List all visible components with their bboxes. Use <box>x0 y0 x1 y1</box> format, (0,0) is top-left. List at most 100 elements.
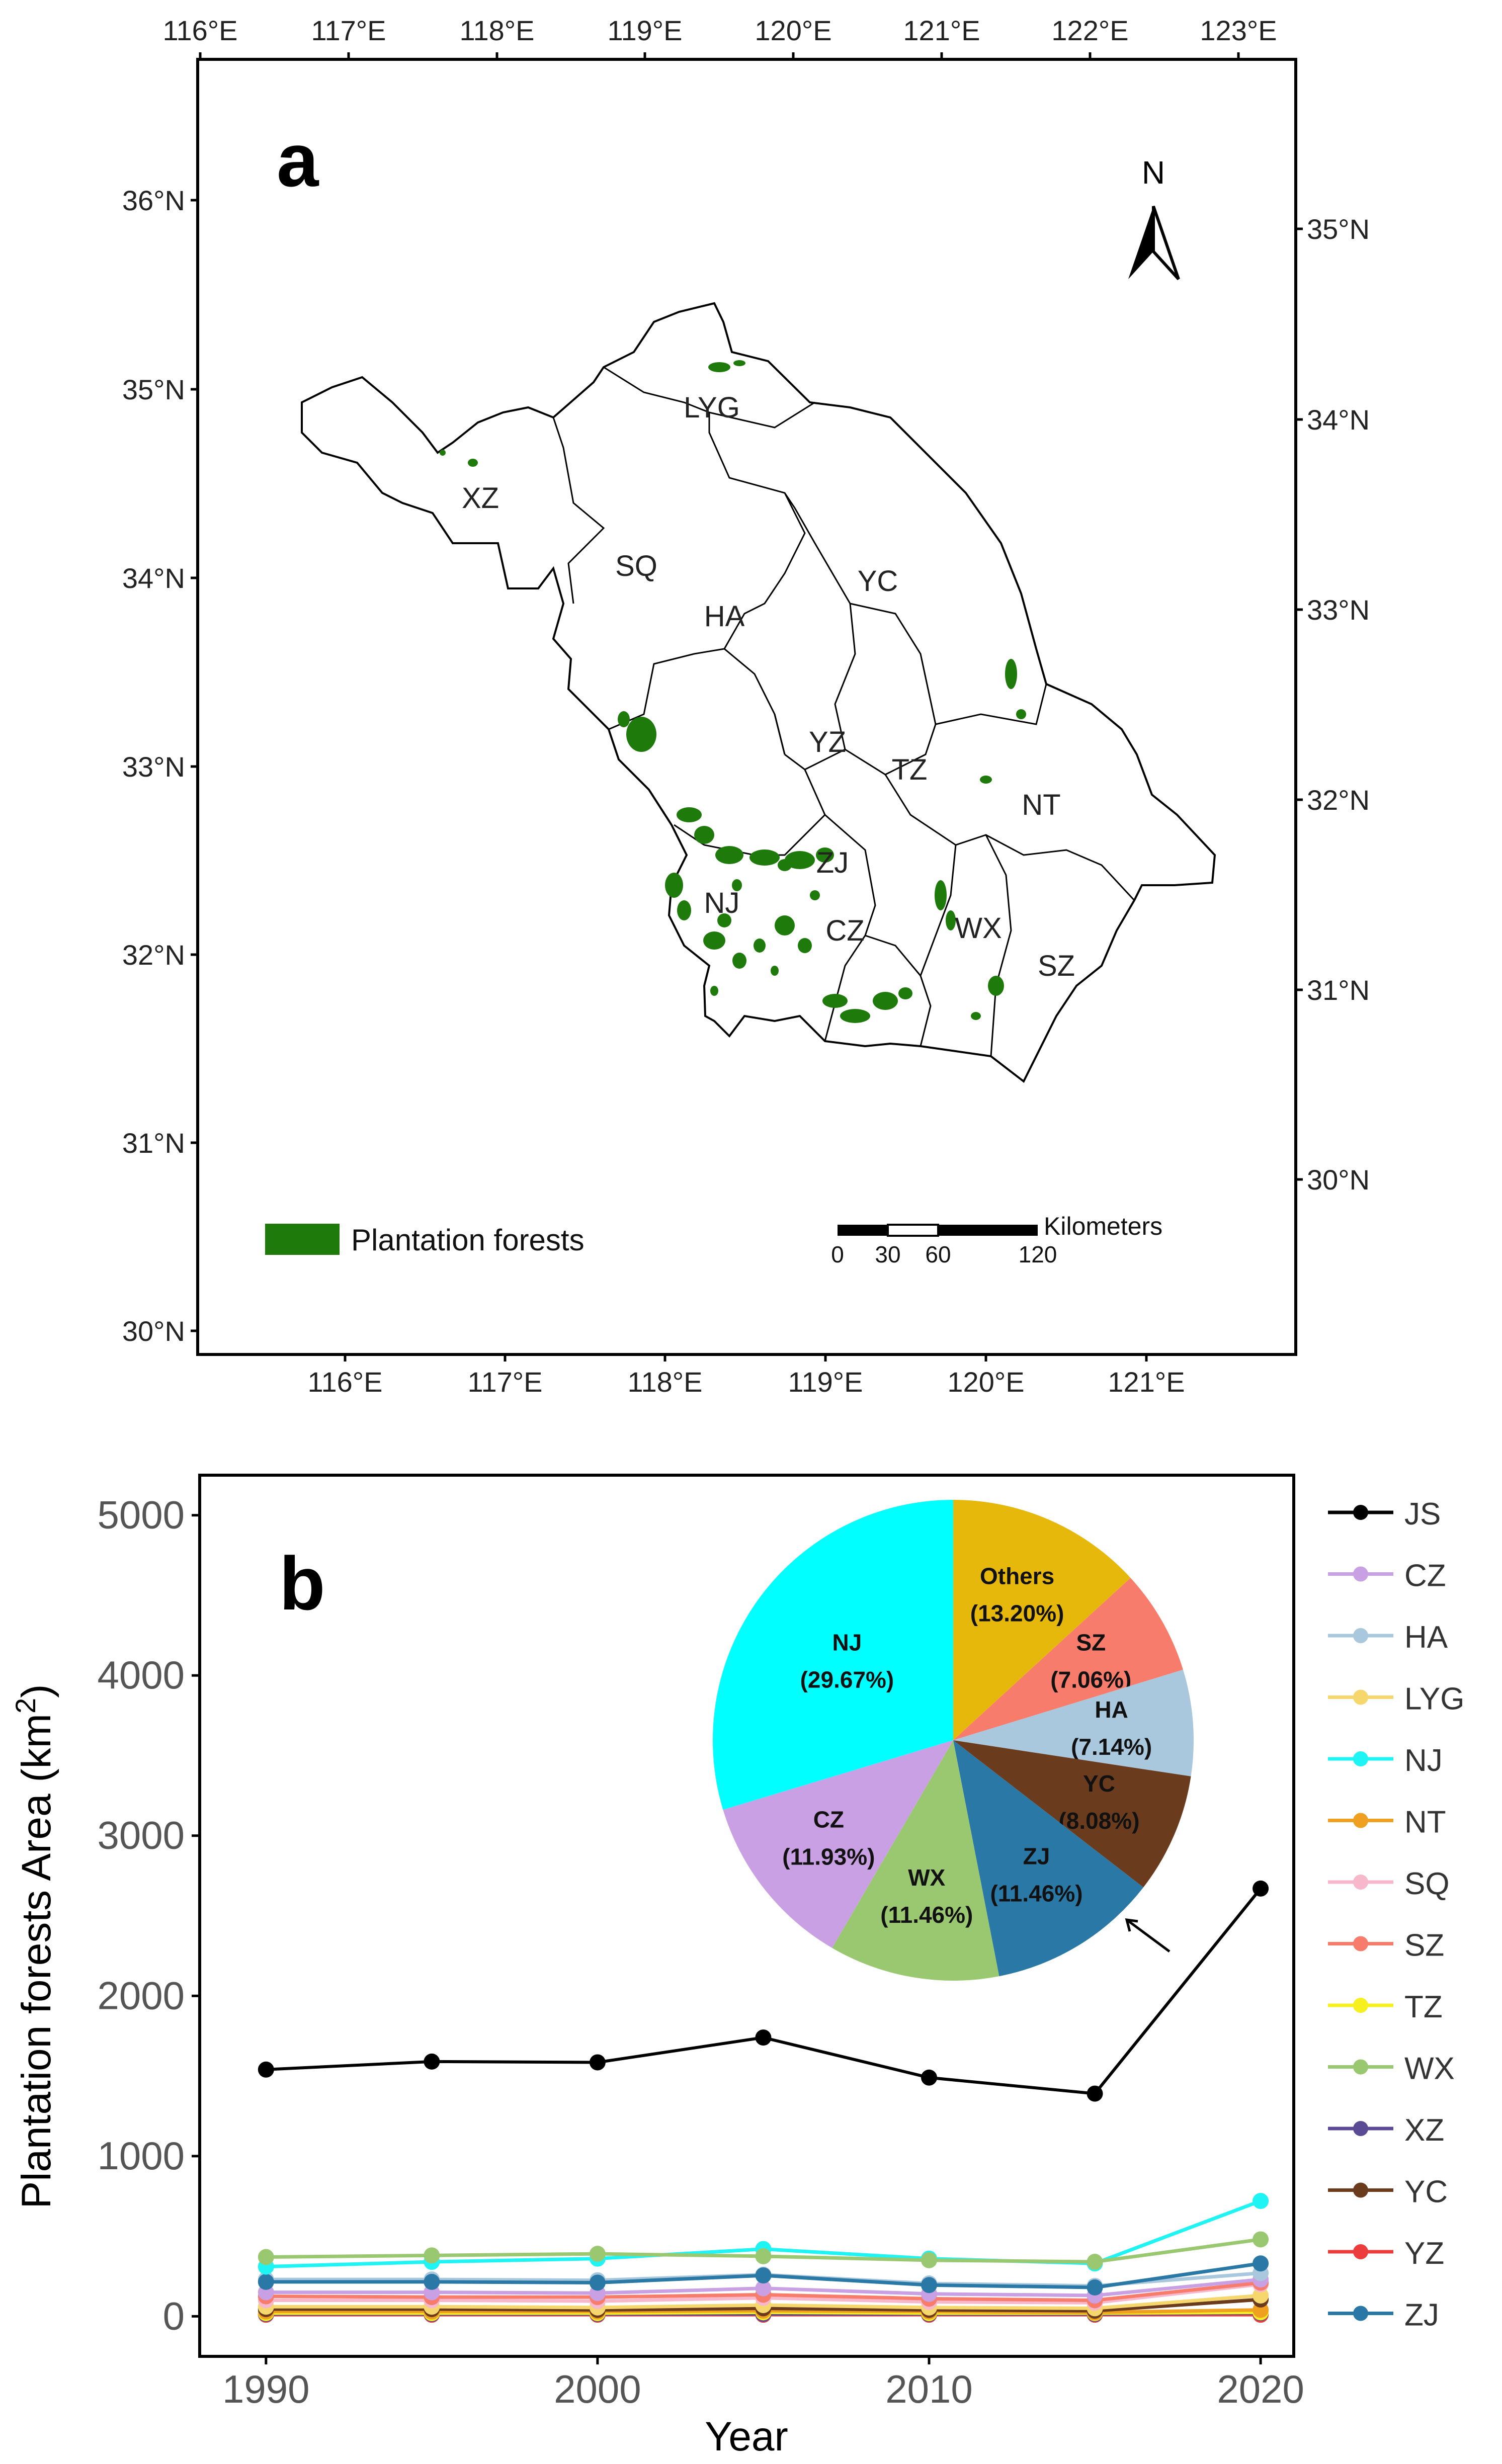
pie-slice-ha <box>953 1669 1194 1776</box>
north-label: N <box>1142 154 1165 191</box>
y-tick-label: 4000 <box>97 1653 185 1697</box>
legend-marker <box>1353 1628 1368 1643</box>
data-point <box>755 2280 772 2297</box>
map-bottom-axis <box>344 1354 1148 1362</box>
panel-b-chart: b 0 1000 2000 3000 4000 5000 1990 2000 2010 2020… <box>10 1474 1304 2459</box>
pie-value-label: (8.08%) <box>1058 1808 1139 1834</box>
map-bottom-tick: 118°E <box>627 1366 702 1398</box>
pie-value-label: (7.06%) <box>1050 1666 1131 1692</box>
legend-item-cz: CZ <box>1328 1559 1446 1593</box>
data-point <box>1253 2193 1269 2210</box>
y-axis-label-text: Plantation forests Area (km <box>14 1714 59 2208</box>
data-point <box>755 2029 772 2046</box>
scale-unit: Kilometers <box>1044 1212 1162 1240</box>
legend-label: SQ <box>1404 1866 1450 1901</box>
scale-tick: 30 <box>875 1241 900 1267</box>
pie-value-label: (29.67%) <box>800 1666 894 1692</box>
map-left-tick: 32°N <box>122 939 185 971</box>
pie-value-label: (11.46%) <box>880 1902 973 1928</box>
legend-marker <box>1353 2244 1368 2259</box>
map-top-tick: 123°E <box>1200 15 1277 46</box>
legend-marker <box>1353 1875 1368 1890</box>
north-arrow-icon: N <box>1128 154 1180 281</box>
map-left-axis <box>191 199 198 1332</box>
data-point <box>424 2273 440 2290</box>
jiangsu-outline <box>301 302 1216 1083</box>
map-top-tick: 118°E <box>459 15 534 46</box>
legend-label: NJ <box>1404 1743 1443 1778</box>
map-left-tick: 31°N <box>122 1127 185 1159</box>
series-wx <box>258 2231 1269 2270</box>
legend-label: HA <box>1404 1620 1448 1655</box>
region-label-ha: HA <box>704 600 745 633</box>
region-boundaries <box>552 366 1135 1057</box>
map-left-labels: 36°N 35°N 34°N 33°N 32°N 31°N 30°N <box>122 185 185 1347</box>
region-label-tz: TZ <box>892 753 928 786</box>
region-label-lyg: LYG <box>684 391 740 424</box>
map-bottom-labels: 116°E 117°E 118°E 119°E 120°E 121°E <box>307 1366 1185 1398</box>
map-right-tick: 31°N <box>1307 974 1370 1006</box>
x-tick-label: 2010 <box>885 2367 973 2411</box>
region-labels: XZ LYG SQ HA YC YZ TZ NT ZJ NJ CZ WX SZ <box>462 391 1075 982</box>
pie-label: SZ <box>1076 1629 1106 1655</box>
legend-marker <box>1353 2121 1368 2136</box>
data-point <box>921 2069 937 2086</box>
legend-marker <box>1353 2306 1368 2321</box>
map-right-tick: 32°N <box>1307 784 1370 816</box>
map-right-tick: 34°N <box>1307 404 1370 436</box>
series-layer <box>258 1880 1269 2323</box>
map-right-tick: 35°N <box>1307 213 1370 245</box>
legend-label: ZJ <box>1404 2298 1439 2333</box>
map-left-tick: 33°N <box>122 751 185 783</box>
x-axis-label: Year <box>705 2414 788 2459</box>
map-right-tick: 33°N <box>1307 594 1370 626</box>
data-point <box>1253 2287 1269 2304</box>
region-label-nj: NJ <box>704 887 740 919</box>
data-point <box>258 2273 274 2290</box>
data-point <box>1253 2255 1269 2272</box>
data-point <box>589 2274 606 2291</box>
data-point <box>589 2054 606 2071</box>
x-tick-label: 2020 <box>1217 2367 1304 2411</box>
pie-value-label: (13.20%) <box>970 1600 1064 1626</box>
pie-slice-others <box>953 1500 1131 1740</box>
map-top-tick: 119°E <box>607 15 682 46</box>
legend-label: CZ <box>1404 1559 1446 1593</box>
map-bottom-tick: 117°E <box>467 1366 542 1398</box>
pie-slice-sz <box>953 1578 1183 1740</box>
legend-marker <box>1353 2059 1368 2075</box>
map-top-tick: 117°E <box>311 15 386 46</box>
data-point <box>589 2246 606 2262</box>
legend-item-yz: YZ <box>1328 2236 1444 2271</box>
data-point <box>755 2267 772 2284</box>
pie-label: CZ <box>813 1806 844 1832</box>
map-bottom-tick: 120°E <box>947 1366 1024 1398</box>
legend-item-tz: TZ <box>1328 1990 1443 2024</box>
pie-slice-wx <box>832 1740 999 1981</box>
pie-label: WX <box>908 1864 945 1891</box>
map-top-labels: 116°E 117°E 118°E 119°E 120°E 121°E 122°… <box>162 15 1277 46</box>
map-right-labels: 35°N 34°N 33°N 32°N 31°N 30°N <box>1307 213 1370 1196</box>
y-axis-label-sup: 2 <box>10 1698 41 1714</box>
legend-label: XZ <box>1404 2113 1444 2148</box>
legend-item-js: JS <box>1328 1497 1441 1532</box>
legend-item-wx: WX <box>1328 2052 1455 2086</box>
legend-marker <box>1353 1998 1368 2013</box>
map-top-tick: 122°E <box>1051 15 1128 46</box>
y-axis-label: Plantation forests Area (km2) <box>10 1684 59 2209</box>
legend-marker <box>1353 1566 1368 1582</box>
legend-label: LYG <box>1404 1682 1464 1717</box>
legend-marker <box>1353 2182 1368 2198</box>
x-tick-label: 2000 <box>554 2367 641 2411</box>
map-left-tick: 36°N <box>122 185 185 216</box>
legend-label: JS <box>1404 1497 1441 1532</box>
legend-marker <box>1353 1505 1368 1520</box>
y-tick-label: 3000 <box>97 1813 185 1857</box>
data-point <box>258 2249 274 2265</box>
map-right-tick: 30°N <box>1307 1164 1370 1196</box>
x-axis: 1990 2000 2010 2020 <box>222 2356 1304 2411</box>
region-label-nt: NT <box>1022 789 1060 821</box>
map-top-axis <box>199 52 1240 59</box>
map-bottom-tick: 116°E <box>307 1366 382 1398</box>
